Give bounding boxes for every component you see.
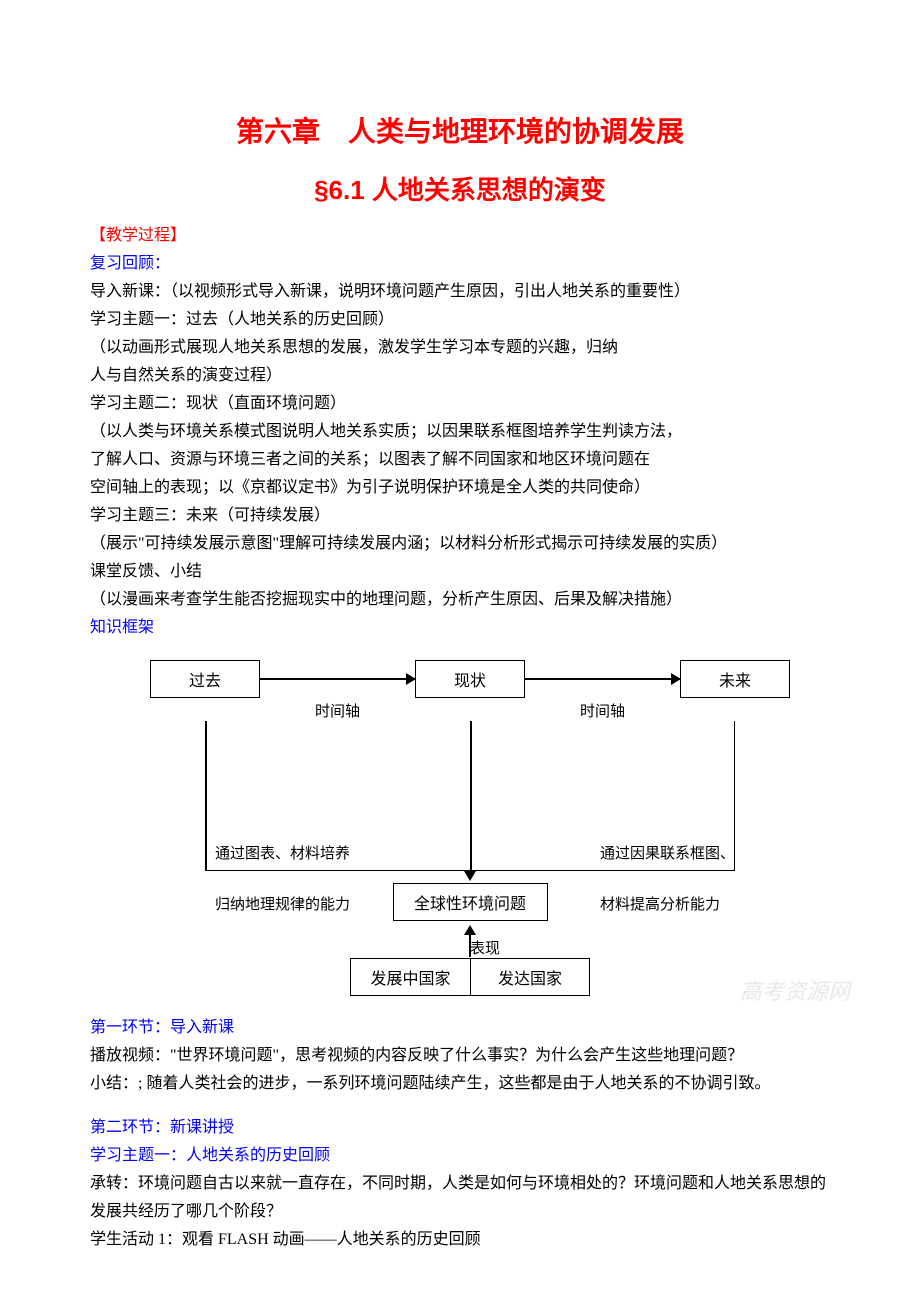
box-global: 全球性环境问题: [393, 883, 548, 921]
phase2-p2: 承转：环境问题自古以来就一直存在，不同时期，人类是如何与环境相处的？环境问题和人…: [90, 1170, 830, 1226]
box-future: 未来: [680, 660, 790, 698]
left-upper-label: 通过图表、材料培养: [215, 842, 415, 863]
theme2-desc-3: 空间轴上的表现；以《京都议定书》为引子说明保护环境是全人类的共同使命）: [90, 474, 830, 502]
timeline-label-right: 时间轴: [525, 700, 680, 721]
right-lower-label: 材料提高分析能力: [600, 893, 800, 914]
theme2-desc-2: 了解人口、资源与环境三者之间的关系；以图表了解不同国家和地区环境问题在: [90, 446, 830, 474]
vline-left: [205, 721, 207, 871]
arrow-present-future: [525, 678, 680, 680]
phase1-heading: 第一环节：导入新课: [90, 1014, 830, 1042]
intro-line: 导入新课：（以视频形式导入新课，说明环境问题产生原因，引出人地关系的重要性）: [90, 278, 830, 306]
phase2-p1: 学习主题一：人地关系的历史回顾: [90, 1142, 830, 1170]
left-lower-label: 归纳地理规律的能力: [215, 893, 415, 914]
theme1-desc-2: 人与自然关系的演变过程）: [90, 362, 830, 390]
framework-label: 知识框架: [90, 614, 830, 642]
process-label: 【教学过程】: [90, 222, 830, 250]
theme1-desc: （以动画形式展现人地关系思想的发展，激发学生学习本专题的兴趣，归纳: [90, 334, 830, 362]
phase2-heading: 第二环节：新课讲授: [90, 1114, 830, 1142]
box-developed: 发达国家: [470, 958, 590, 996]
theme3-title: 学习主题三：未来（可持续发展）: [90, 502, 830, 530]
theme3-desc: （展示"可持续发展示意图"理解可持续发展内涵；以材料分析形式揭示可持续发展的实质…: [90, 530, 830, 558]
theme2-desc: （以人类与环境关系模式图说明人地关系实质；以因果联系框图培养学生判读方法，: [90, 418, 830, 446]
review-label: 复习回顾：: [90, 250, 830, 278]
phase2-p3: 学生活动 1：观看 FLASH 动画——人地关系的历史回顾: [90, 1226, 830, 1254]
feedback-desc: （以漫画来考查学生能否挖掘现实中的地理问题，分析产生原因、后果及解决措施）: [90, 586, 830, 614]
box-developing: 发展中国家: [350, 958, 470, 996]
section-title: §6.1 人地关系思想的演变: [90, 170, 830, 207]
theme2-title: 学习主题二：现状（直面环境问题）: [90, 390, 830, 418]
knowledge-framework-diagram: 过去 现状 未来 时间轴 时间轴 通过图表、材料培养 通过因果联系框图、 归纳地…: [150, 660, 790, 996]
feedback-line: 课堂反馈、小结: [90, 558, 830, 586]
box-present: 现状: [415, 660, 525, 698]
right-upper-label: 通过因果联系框图、: [600, 842, 800, 863]
timeline-label-left: 时间轴: [260, 700, 415, 721]
arrow-past-present: [260, 678, 415, 680]
biaoxian-label: 表现: [180, 937, 790, 958]
phase1-p1: 播放视频："世界环境问题"，思考视频的内容反映了什么事实？为什么会产生这些地理问…: [90, 1042, 830, 1070]
vline-center: [470, 721, 472, 871]
arrow-down-head: [464, 871, 476, 881]
box-past: 过去: [150, 660, 260, 698]
phase1-p2: 小结：; 随着人类社会的进步，一系列环境问题陆续产生，这些都是由于人地关系的不协…: [90, 1070, 830, 1098]
theme1-title: 学习主题一：过去（人地关系的历史回顾）: [90, 306, 830, 334]
chapter-title: 第六章 人类与地理环境的协调发展: [90, 110, 830, 150]
